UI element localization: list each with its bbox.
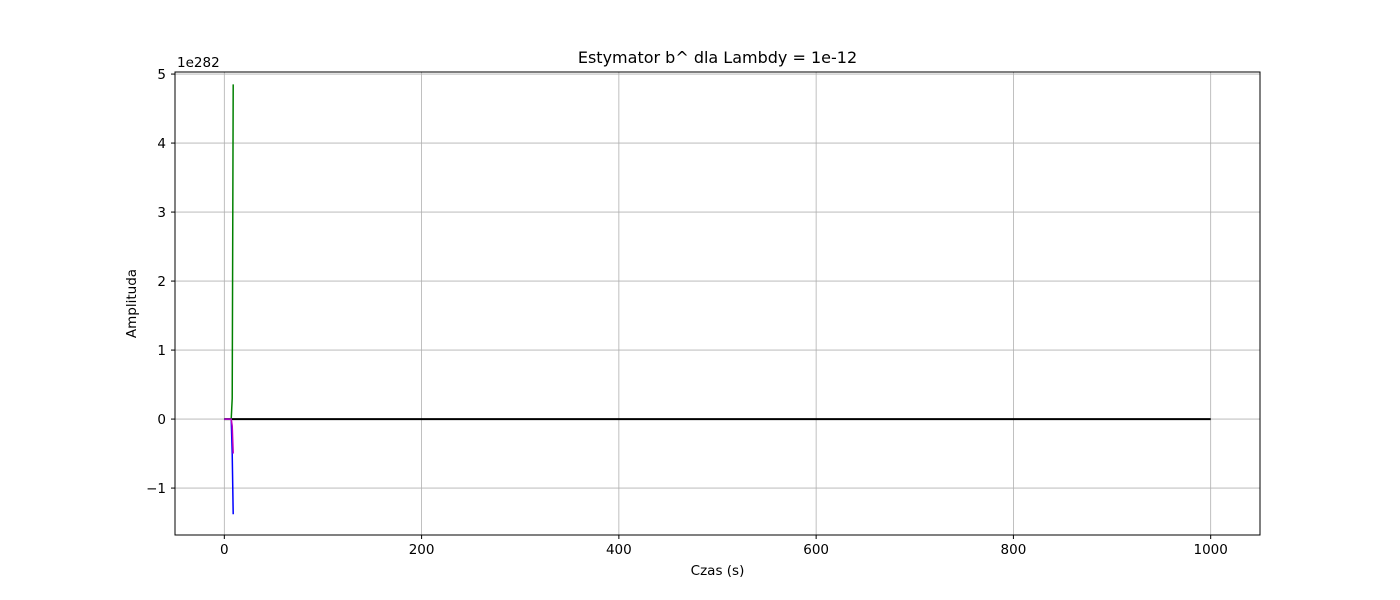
series-layer [224, 84, 1211, 515]
y-tick-label: 2 [157, 274, 166, 290]
x-tick-label: 1000 [1194, 542, 1228, 558]
y-tick-label: 3 [157, 205, 166, 221]
x-axis-label: Czas (s) [691, 563, 745, 579]
x-tick-label: 400 [606, 542, 632, 558]
y-tick-label: 5 [157, 67, 166, 83]
ticks: 0 200 400 600 800 1000 −1 0 1 2 3 4 5 [146, 67, 1228, 558]
y-tick-label: 4 [157, 136, 166, 152]
y-axis-offset-label: 1e282 [177, 55, 220, 71]
grid [175, 72, 1260, 535]
y-tick-label: −1 [146, 481, 166, 497]
y-axis-label: Amplituda [124, 269, 140, 338]
x-tick-label: 0 [220, 542, 229, 558]
x-tick-label: 800 [1001, 542, 1027, 558]
y-tick-label: 0 [157, 412, 166, 428]
x-tick-label: 200 [409, 542, 435, 558]
chart-title: Estymator b^ dla Lambdy = 1e-12 [578, 48, 857, 67]
series-line-4 [224, 418, 234, 454]
x-tick-label: 600 [803, 542, 829, 558]
plot-frame [174, 71, 1261, 536]
y-tick-label: 1 [157, 343, 166, 359]
